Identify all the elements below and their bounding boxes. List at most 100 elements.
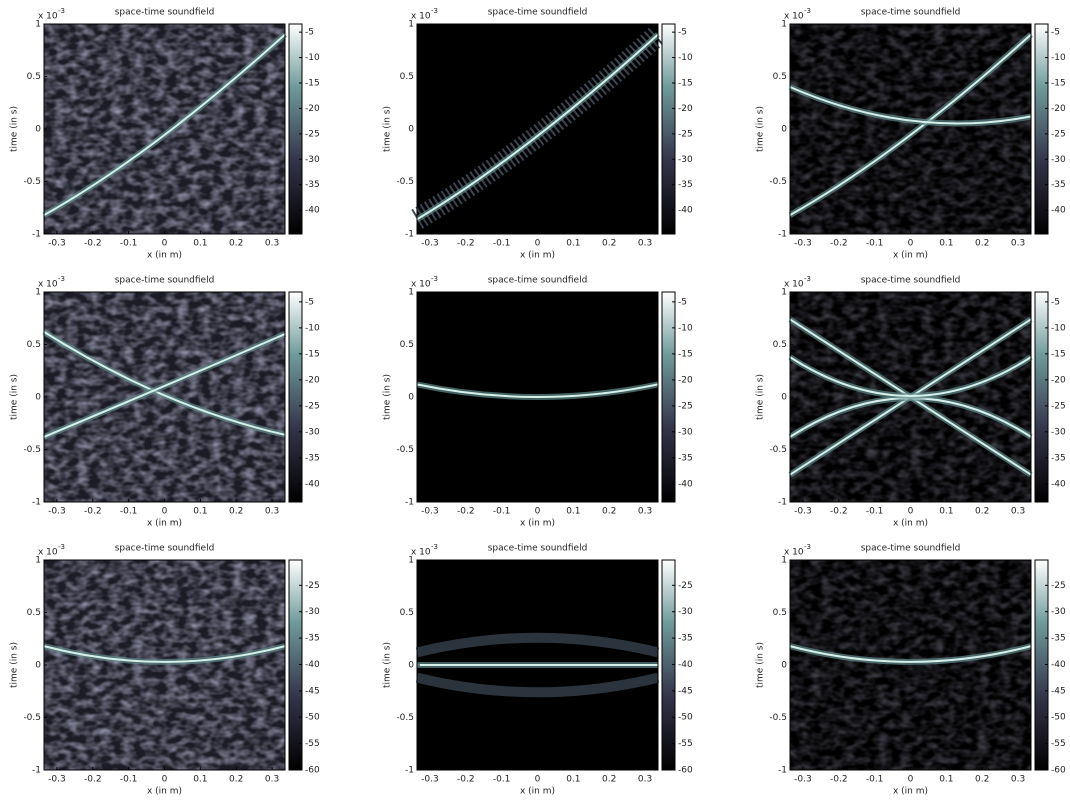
x-tick-label: -0.2 — [457, 507, 475, 517]
y-tick-label: 1 — [408, 20, 414, 30]
y-tick-label: -1 — [32, 766, 41, 776]
chart-title: space-time soundfield — [488, 276, 588, 286]
colorbar-tick-label: -25 — [678, 581, 693, 591]
heatmap-texture — [790, 24, 1031, 234]
colorbar-tick-label: -30 — [1051, 607, 1066, 617]
x-tick-label: -0.3 — [48, 239, 66, 249]
x-tick-label: 0 — [535, 239, 541, 249]
chart-title: space-time soundfield — [861, 8, 961, 18]
colorbar — [1034, 559, 1049, 771]
x-tick-label: -0.1 — [866, 775, 884, 785]
chart-title: space-time soundfield — [488, 544, 588, 554]
y-tick-label: 0 — [408, 661, 414, 671]
y-tick-label: 0.5 — [27, 340, 41, 350]
colorbar-tick-label: -10 — [1051, 323, 1066, 333]
x-tick-label: 0.3 — [638, 775, 652, 785]
x-tick-label: 0.1 — [193, 507, 207, 517]
y-tick-label: -1 — [405, 498, 414, 508]
x-tick-label: -0.3 — [794, 507, 812, 517]
x-tick-label: 0.3 — [265, 507, 279, 517]
x-tick-label: -0.2 — [84, 239, 102, 249]
heatmap-texture — [44, 560, 285, 770]
x-tick-label: 0.1 — [939, 507, 953, 517]
x-tick-label: -0.2 — [457, 239, 475, 249]
chart-title: space-time soundfield — [115, 276, 215, 286]
colorbar — [1034, 23, 1049, 235]
colorbar-tick-label: -40 — [305, 479, 320, 489]
colorbar-tick-label: -40 — [305, 206, 320, 216]
field-curves — [790, 646, 1031, 662]
y-tick-label: 0.5 — [27, 72, 41, 82]
colorbar-tick-label: -15 — [1051, 349, 1066, 359]
y-tick-label: -0.5 — [396, 445, 414, 455]
colorbar-tick-label: -10 — [305, 53, 320, 63]
y-tick-label: 0 — [35, 125, 41, 135]
y-multiplier-exponent: -3 — [431, 275, 438, 283]
colorbar-tick-label: -25 — [678, 129, 693, 139]
y-multiplier: x 10 — [411, 12, 431, 22]
colorbar-tick-label: -35 — [678, 634, 693, 644]
colorbar-tick-label: -20 — [678, 104, 693, 114]
x-tick-label: -0.2 — [830, 239, 848, 249]
x-tick-label: 0 — [535, 775, 541, 785]
colorbar-tick-label: -15 — [678, 78, 693, 88]
colorbar-tick-label: -40 — [678, 206, 693, 216]
field-crest — [790, 357, 1031, 396]
colorbar-tick-label: -40 — [1051, 479, 1066, 489]
x-tick-label: -0.2 — [457, 775, 475, 785]
colorbar-tick-label: -25 — [305, 129, 320, 139]
y-tick-label: 1 — [781, 288, 787, 298]
y-tick-label: 0 — [408, 125, 414, 135]
x-tick-label: -0.1 — [120, 775, 138, 785]
x-tick-label: 0.2 — [229, 775, 243, 785]
colorbar-tick-label: -40 — [1051, 660, 1066, 670]
y-tick-label: -0.5 — [396, 713, 414, 723]
field-crest — [790, 646, 1031, 662]
y-tick-label: 0 — [408, 393, 414, 403]
x-tick-label: 0.1 — [939, 775, 953, 785]
colorbar — [661, 291, 676, 503]
colorbar — [288, 559, 303, 771]
colorbar-tick-label: -30 — [678, 155, 693, 165]
colorbar-tick-label: -45 — [305, 686, 320, 696]
x-tick-label: -0.1 — [866, 507, 884, 517]
colorbar-tick-label: -50 — [1051, 713, 1066, 723]
x-tick-label: 0.3 — [265, 775, 279, 785]
panel: -0.3 -0.2 -0.1 0 0.1 0.2 0.3 -1 -0.5 0 0.5 1x 10-3 s… — [383, 275, 693, 529]
x-tick-label: 0.1 — [193, 239, 207, 249]
panel: -0.3 -0.2 -0.1 0 0.1 0.2 0.3 -1 -0.5 0 0.5 1x 10-3 s… — [383, 7, 693, 261]
field-halo — [417, 678, 658, 693]
x-axis-label: x (in m) — [147, 251, 182, 261]
x-axis-label: x (in m) — [520, 787, 555, 797]
field-curves — [44, 646, 285, 662]
colorbar-tick-label: -5 — [305, 297, 314, 307]
colorbar-tick-label: -5 — [305, 28, 314, 38]
x-tick-label: 0.2 — [229, 507, 243, 517]
y-multiplier: x 10 — [411, 548, 431, 558]
panel: -0.3 -0.2 -0.1 0 0.1 0.2 0.3 -1 -0.5 0 0.5 1x 10-3 s… — [756, 7, 1066, 261]
y-multiplier-exponent: -3 — [804, 7, 811, 15]
colorbar-tick-label: -5 — [1051, 297, 1060, 307]
field-curves — [44, 35, 285, 216]
x-tick-label: -0.1 — [866, 239, 884, 249]
colorbar-tick-label: -20 — [1051, 375, 1066, 385]
y-multiplier-exponent: -3 — [431, 7, 438, 15]
y-tick-label: -0.5 — [769, 177, 787, 187]
y-axis-label: time (in s) — [383, 642, 393, 688]
y-multiplier: x 10 — [38, 280, 58, 290]
chart-title: space-time soundfield — [115, 544, 215, 554]
colorbar-tick-label: -40 — [305, 660, 320, 670]
y-multiplier-exponent: -3 — [58, 275, 65, 283]
heatmap-texture — [44, 24, 285, 234]
colorbar-tick-label: -40 — [678, 660, 693, 670]
x-tick-label: 0.3 — [638, 239, 652, 249]
x-tick-label: -0.1 — [120, 507, 138, 517]
x-tick-label: 0.3 — [265, 239, 279, 249]
y-tick-label: -1 — [32, 230, 41, 240]
colorbar-tick-label: -30 — [305, 427, 320, 437]
y-axis-label: time (in s) — [383, 106, 393, 152]
colorbar-tick-label: -25 — [1051, 581, 1066, 591]
field-crest — [44, 332, 285, 435]
panel: -0.3 -0.2 -0.1 0 0.1 0.2 0.3 -1 -0.5 0 0.5 1x 10-3 s… — [383, 543, 693, 797]
colorbar-tick-label: -10 — [1051, 53, 1066, 63]
